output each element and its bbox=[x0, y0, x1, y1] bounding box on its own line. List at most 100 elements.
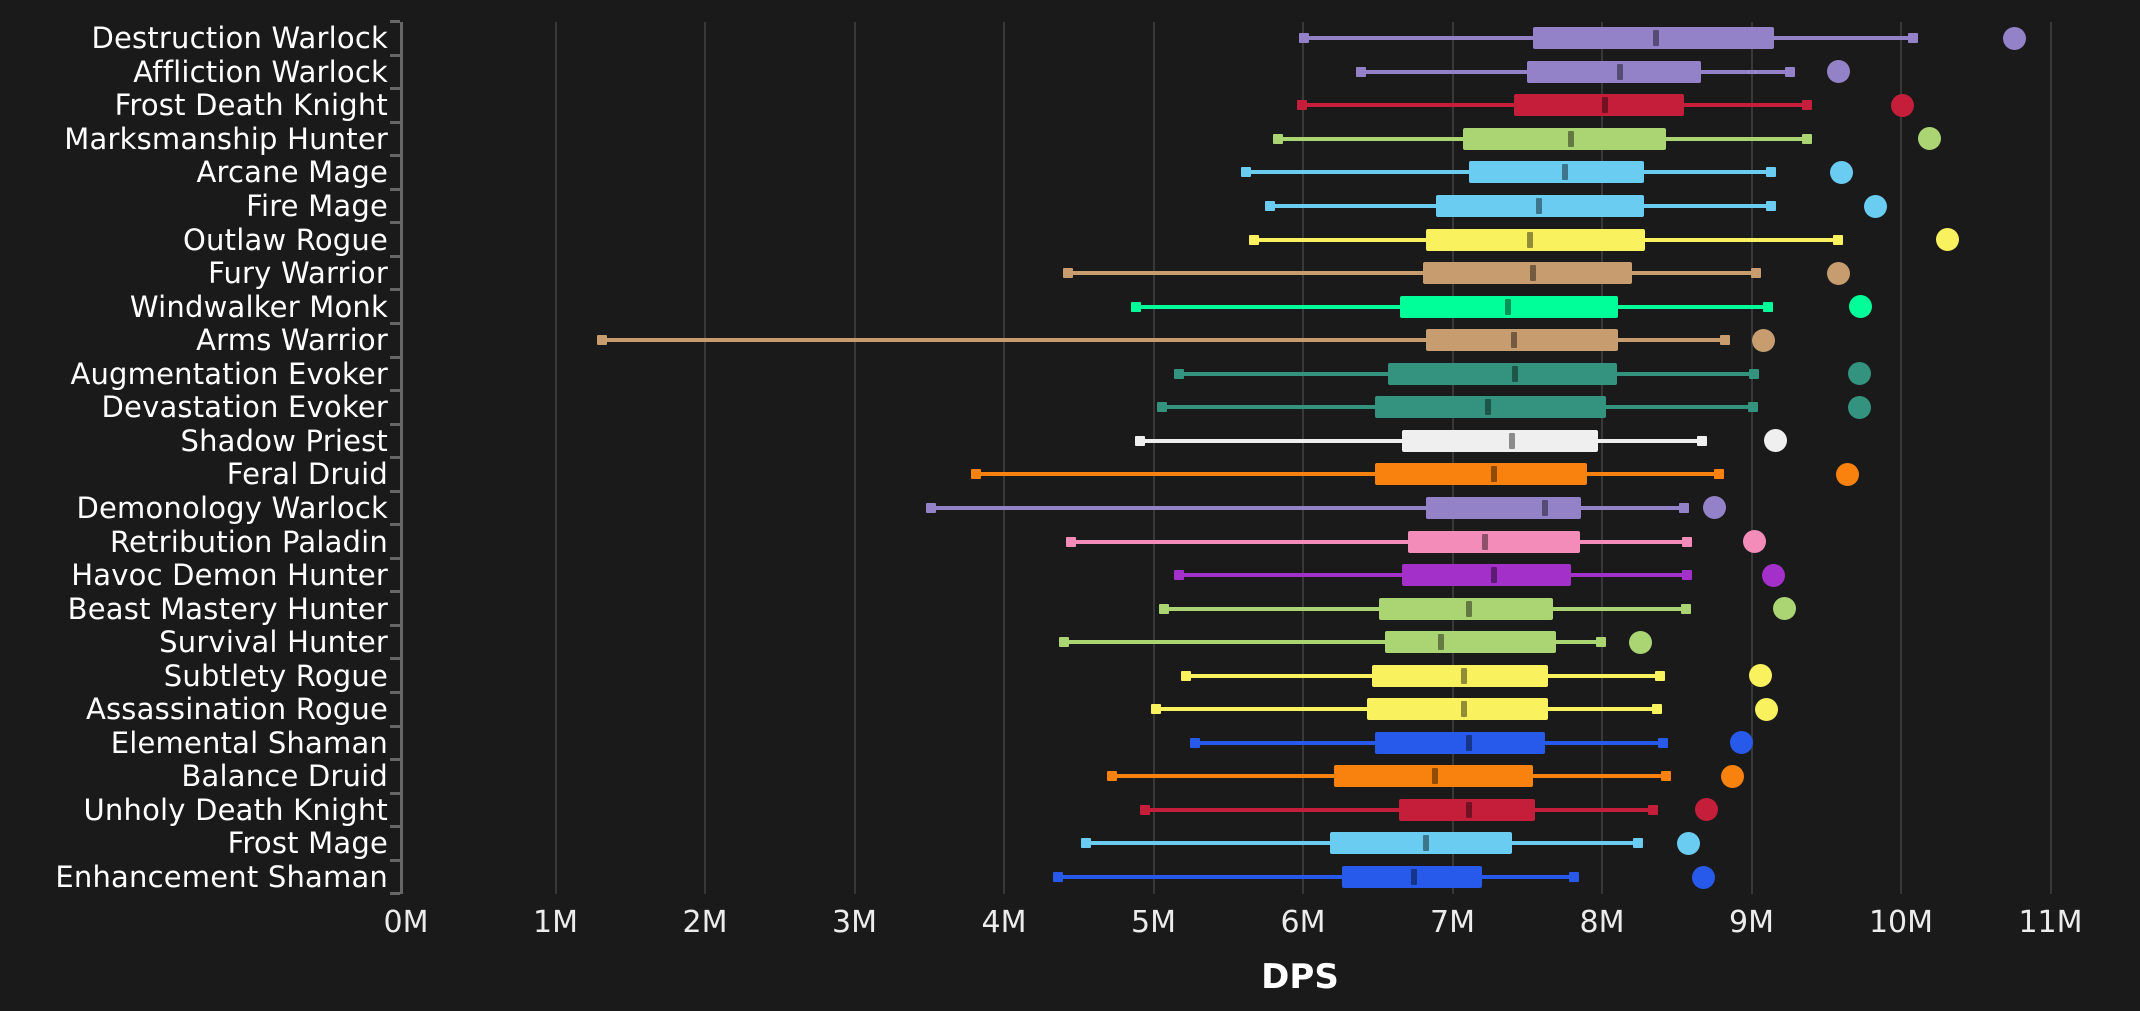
whisker-cap-high bbox=[1658, 737, 1669, 748]
box bbox=[1401, 564, 1571, 587]
gridline bbox=[554, 21, 557, 894]
box bbox=[1425, 496, 1582, 519]
gridline bbox=[1152, 21, 1155, 894]
x-tick-label: 8M bbox=[1579, 905, 1625, 940]
box bbox=[1401, 429, 1598, 452]
row-label: Enhancement Shaman bbox=[55, 860, 388, 895]
y-axis-tick bbox=[390, 187, 400, 191]
whisker-cap-high bbox=[1750, 268, 1761, 279]
row-label: Feral Druid bbox=[226, 457, 388, 492]
median-line bbox=[1461, 667, 1468, 684]
median-line bbox=[1422, 835, 1429, 852]
row-label: Demonology Warlock bbox=[76, 490, 388, 525]
box-whisker bbox=[1063, 640, 1601, 645]
whisker-cap-high bbox=[1765, 167, 1776, 178]
median-line bbox=[1567, 130, 1574, 147]
x-tick-label: 7M bbox=[1430, 905, 1475, 940]
median-line bbox=[1512, 365, 1519, 382]
y-axis-tick bbox=[390, 422, 400, 426]
y-axis-tick bbox=[390, 657, 400, 661]
median-line bbox=[1542, 499, 1549, 516]
whisker-cap-low bbox=[1296, 100, 1307, 111]
outlier-dot bbox=[1847, 395, 1871, 419]
x-tick-label: 1M bbox=[533, 905, 578, 940]
gridline bbox=[1750, 21, 1753, 894]
y-axis-tick bbox=[390, 556, 400, 560]
y-axis-tick bbox=[390, 120, 400, 124]
gridline bbox=[2049, 21, 2052, 894]
row-label: Balance Druid bbox=[181, 759, 388, 794]
box bbox=[1533, 27, 1774, 50]
outlier-dot bbox=[1702, 496, 1726, 520]
whisker-cap-low bbox=[1299, 33, 1310, 44]
y-axis-tick bbox=[390, 53, 400, 57]
row-label: Shadow Priest bbox=[180, 423, 388, 458]
box bbox=[1385, 631, 1556, 654]
outlier-dot bbox=[1751, 328, 1775, 352]
whisker-cap-low bbox=[1157, 402, 1168, 413]
median-line bbox=[1527, 231, 1534, 248]
outlier-dot bbox=[1864, 194, 1888, 218]
y-axis-tick bbox=[390, 825, 400, 829]
whisker-cap-high bbox=[1749, 368, 1760, 379]
box bbox=[1407, 530, 1580, 553]
box bbox=[1379, 597, 1553, 620]
whisker-cap-low bbox=[1158, 603, 1169, 614]
outlier-dot bbox=[2003, 26, 2027, 50]
row-label: Assassination Rogue bbox=[85, 692, 388, 727]
box bbox=[1425, 329, 1619, 352]
x-tick-label: 10M bbox=[1868, 905, 1934, 940]
outlier-dot bbox=[1849, 295, 1873, 319]
outlier-dot bbox=[1754, 697, 1778, 721]
x-axis-title: DPS bbox=[1261, 957, 1339, 997]
whisker-cap-low bbox=[596, 335, 607, 346]
whisker-cap-high bbox=[1647, 804, 1658, 815]
box bbox=[1462, 127, 1667, 150]
row-label: Frost Death Knight bbox=[114, 88, 388, 123]
median-line bbox=[1491, 466, 1498, 483]
whisker-cap-low bbox=[1106, 771, 1117, 782]
median-line bbox=[1465, 734, 1472, 751]
x-tick-label: 6M bbox=[1280, 905, 1326, 940]
y-axis-tick bbox=[390, 590, 400, 594]
gridline bbox=[1601, 21, 1603, 894]
outlier-dot bbox=[1847, 362, 1871, 386]
box bbox=[1341, 866, 1483, 889]
outlier-dot bbox=[1742, 530, 1766, 554]
median-line bbox=[1504, 298, 1511, 315]
y-axis-tick bbox=[390, 489, 400, 493]
y-axis-tick bbox=[390, 623, 400, 627]
x-tick-label: 0M bbox=[383, 905, 429, 940]
row-label: Devastation Evoker bbox=[101, 390, 388, 425]
whisker-cap-low bbox=[925, 502, 936, 513]
row-label: Marksmanship Hunter bbox=[64, 121, 388, 156]
box-whisker bbox=[1144, 807, 1653, 812]
median-line bbox=[1437, 634, 1444, 651]
outlier-dot bbox=[1677, 831, 1701, 855]
whisker-cap-high bbox=[1682, 570, 1693, 581]
gridline bbox=[853, 21, 856, 894]
outlier-dot bbox=[1826, 261, 1850, 285]
whisker-cap-high bbox=[1595, 637, 1606, 648]
y-axis-tick bbox=[390, 456, 400, 460]
median-line bbox=[1461, 701, 1468, 718]
median-line bbox=[1510, 332, 1517, 349]
box-whisker bbox=[1068, 271, 1756, 276]
row-label: Destruction Warlock bbox=[91, 21, 388, 56]
box bbox=[1388, 362, 1617, 385]
whisker-cap-high bbox=[1632, 838, 1643, 849]
median-line bbox=[1431, 768, 1438, 785]
outlier-dot bbox=[1772, 597, 1796, 621]
y-axis-tick bbox=[390, 87, 400, 91]
whisker-cap-low bbox=[1066, 536, 1077, 547]
box bbox=[1371, 664, 1549, 687]
whisker-cap-high bbox=[1713, 469, 1724, 480]
x-tick-label: 2M bbox=[682, 905, 728, 940]
outlier-dot bbox=[1695, 798, 1719, 822]
whisker-cap-low bbox=[1052, 872, 1063, 883]
y-axis-tick bbox=[390, 791, 400, 795]
box bbox=[1367, 698, 1549, 721]
y-axis-tick bbox=[390, 20, 400, 23]
row-label: Arcane Mage bbox=[196, 155, 388, 190]
